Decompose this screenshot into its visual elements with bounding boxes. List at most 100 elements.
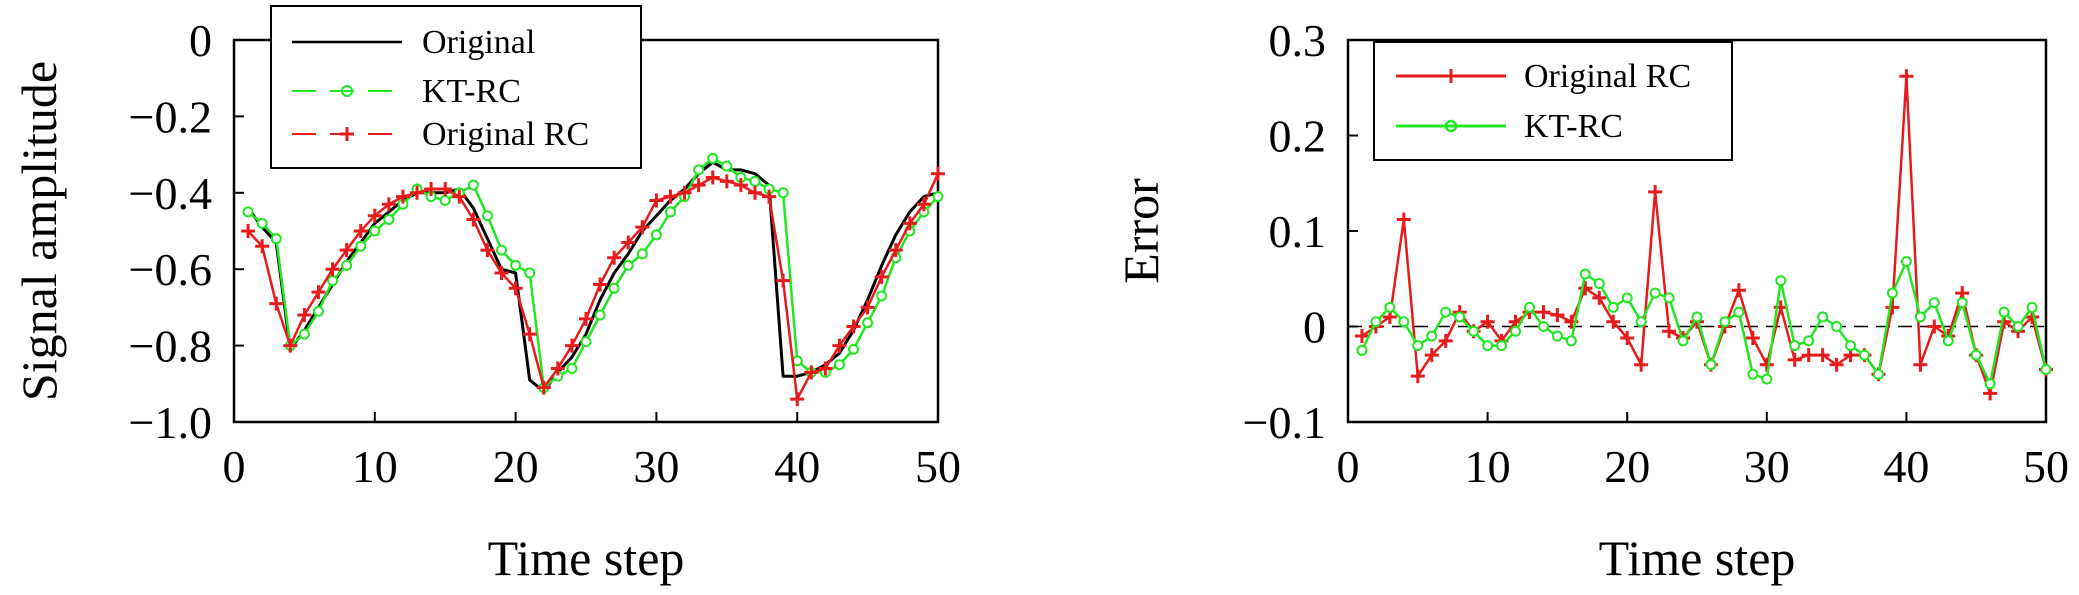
point-kt-rc	[1593, 278, 1605, 290]
legend-marker-kt-rc	[1444, 119, 1458, 133]
point-kt-rc	[693, 164, 705, 176]
point-original-rc	[410, 185, 425, 200]
point-original-rc	[1662, 324, 1677, 339]
point-kt-rc	[1551, 330, 1563, 342]
point-kt-rc	[1914, 311, 1926, 323]
point-kt-rc	[1900, 256, 1912, 268]
point-original-rc	[395, 189, 410, 204]
point-original-rc	[536, 380, 551, 395]
point-kt-rc	[298, 328, 310, 340]
x-tick-label: 30	[633, 441, 679, 492]
point-kt-rc	[1928, 297, 1940, 309]
point-original-rc	[522, 327, 537, 342]
point-kt-rc	[721, 160, 733, 172]
point-kt-rc	[1984, 378, 1996, 390]
x-tick-label: 0	[223, 441, 246, 492]
legend-marker-original-rc	[340, 127, 354, 141]
point-kt-rc	[664, 206, 676, 218]
point-kt-rc	[1621, 292, 1633, 304]
point-original-rc	[255, 239, 270, 254]
point-original-rc	[1927, 319, 1942, 334]
point-original-rc	[480, 243, 495, 258]
point-kt-rc	[566, 363, 578, 375]
point-kt-rc	[1579, 268, 1591, 280]
point-original-rc	[804, 365, 819, 380]
point-original-rc	[1815, 348, 1830, 363]
point-original-rc	[1354, 329, 1369, 344]
point-original-rc	[888, 243, 903, 258]
point-original-rc	[747, 185, 762, 200]
point-original-rc	[818, 361, 833, 376]
point-kt-rc	[1733, 306, 1745, 318]
point-original-rc	[1620, 330, 1635, 345]
x-tick-label: 10	[352, 441, 398, 492]
y-axis-label: Signal amplitude	[11, 61, 67, 401]
point-original-rc	[579, 311, 593, 326]
point-original-rc	[283, 338, 298, 353]
point-original-rc	[1913, 357, 1928, 372]
point-original-rc	[1648, 184, 1663, 199]
x-tick-label: 40	[1883, 441, 1929, 492]
legend-marker-original-rc	[1444, 69, 1458, 83]
point-kt-rc	[1663, 292, 1675, 304]
point-original-rc	[733, 178, 748, 193]
point-original-rc	[635, 220, 650, 235]
point-original-rc	[677, 185, 692, 200]
point-original-rc	[916, 197, 931, 212]
point-original-rc	[705, 170, 720, 185]
point-kt-rc	[594, 309, 606, 321]
y-tick-label: 0.2	[1269, 111, 1327, 162]
point-kt-rc	[2040, 363, 2052, 375]
legend: Original RC KT-RC	[1373, 41, 1733, 161]
point-kt-rc	[833, 359, 845, 371]
point-original-rc	[860, 300, 875, 315]
point-kt-rc	[1859, 349, 1871, 361]
point-kt-rc	[1970, 349, 1982, 361]
point-kt-rc	[848, 343, 860, 355]
point-original-rc	[1899, 69, 1914, 84]
point-original-rc	[564, 338, 579, 353]
point-kt-rc	[1412, 340, 1424, 352]
y-tick-label: 0.1	[1269, 206, 1327, 257]
point-original-rc	[762, 189, 777, 204]
point-original-rc	[719, 174, 734, 189]
point-kt-rc	[1537, 321, 1549, 332]
x-tick-label: 0	[1337, 441, 1360, 492]
point-kt-rc	[496, 244, 508, 256]
point-kt-rc	[749, 175, 761, 187]
point-original-rc	[776, 273, 791, 288]
point-kt-rc	[2026, 301, 2038, 313]
point-original-rc	[353, 224, 368, 238]
point-original-rc	[367, 208, 382, 223]
point-kt-rc	[1454, 311, 1466, 323]
point-kt-rc	[2012, 321, 2024, 332]
point-kt-rc	[1998, 306, 2010, 318]
point-original-rc	[593, 277, 608, 292]
point-original-rc	[311, 285, 326, 300]
point-kt-rc	[932, 191, 944, 203]
legend-box	[1373, 41, 1733, 161]
point-original-rc	[466, 212, 481, 227]
point-original-rc	[691, 178, 706, 193]
point-kt-rc	[1789, 340, 1801, 352]
y-tick-label: −0.6	[129, 244, 212, 295]
point-kt-rc	[481, 210, 493, 222]
point-original-rc	[1759, 357, 1774, 372]
point-original-rc	[438, 181, 453, 196]
point-kt-rc	[1635, 316, 1647, 328]
y-tick-label: −0.8	[129, 321, 212, 372]
point-kt-rc	[1649, 287, 1661, 299]
point-kt-rc	[1705, 359, 1717, 371]
point-kt-rc	[1886, 287, 1898, 299]
point-kt-rc	[1426, 330, 1438, 342]
point-original-rc	[508, 281, 523, 296]
legend-marker-kt-rc	[341, 85, 353, 97]
x-tick-label: 50	[2023, 441, 2069, 492]
point-original-rc	[1550, 308, 1565, 323]
y-tick-label: −0.4	[129, 168, 212, 219]
y-tick-label: 0	[189, 15, 212, 66]
point-kt-rc	[242, 206, 254, 218]
point-original-rc	[452, 189, 467, 204]
y-tick-label: −1.0	[129, 397, 212, 448]
point-kt-rc	[622, 259, 634, 271]
